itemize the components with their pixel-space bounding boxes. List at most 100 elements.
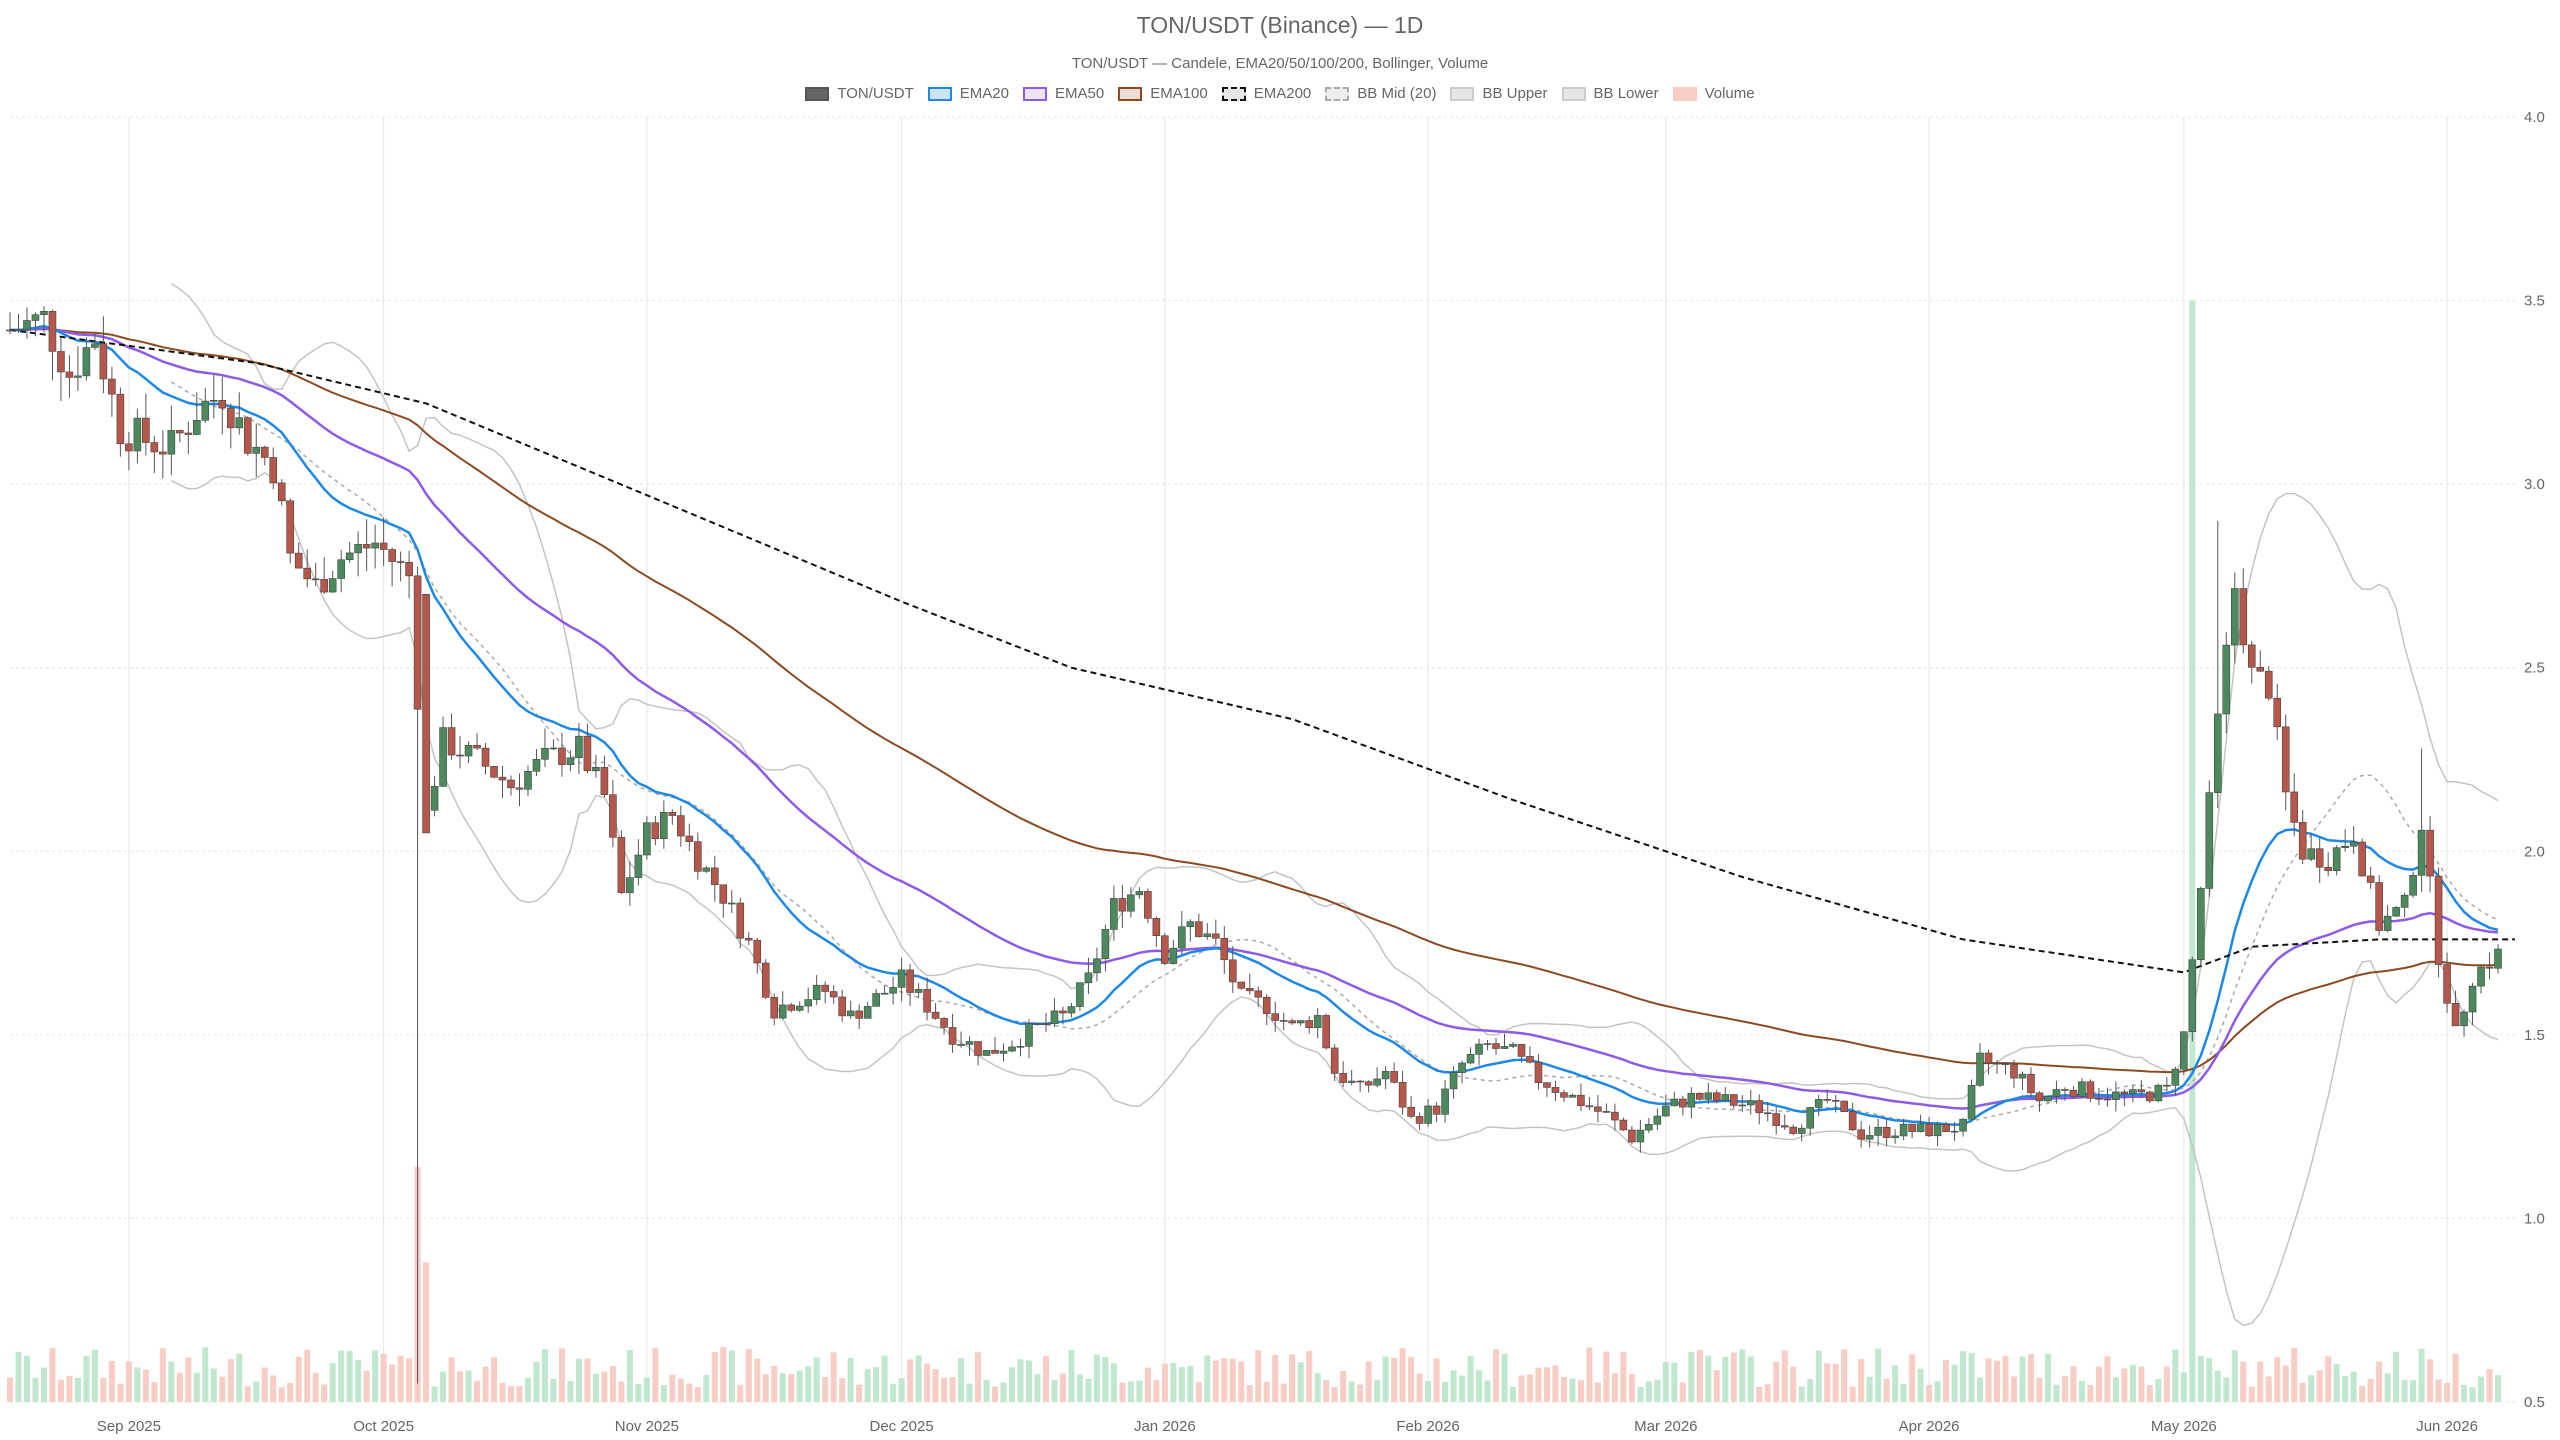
legend-item[interactable]: TON/USDT — [805, 85, 914, 102]
volume-bar — [1391, 1357, 1398, 1402]
candle-body — [320, 579, 328, 593]
candle-body — [957, 1044, 965, 1046]
volume-bar — [176, 1372, 183, 1402]
candle-body — [1865, 1135, 1874, 1140]
volume-bar — [2180, 1372, 2187, 1402]
x-tick-label: Jun 2026 — [2416, 1418, 2478, 1435]
candle-body — [1101, 929, 1110, 960]
candle-body — [1874, 1126, 1882, 1136]
volume-bar — [168, 1361, 175, 1402]
candle-body — [235, 417, 244, 429]
candle-body — [1483, 1043, 1492, 1045]
candle-body — [2281, 726, 2290, 793]
volume-bar — [924, 1363, 931, 1402]
candle-body — [328, 578, 337, 593]
candle-body — [405, 561, 413, 577]
candle-body — [1135, 891, 1144, 896]
y-tick-label: 2.0 — [2524, 843, 2545, 860]
legend-item[interactable]: EMA50 — [1022, 85, 1105, 102]
candle-body — [1662, 1105, 1670, 1117]
volume-bar — [423, 1262, 430, 1402]
x-tick-label: Apr 2026 — [1899, 1418, 1960, 1435]
volume-bar — [2146, 1385, 2153, 1402]
volume-bar — [329, 1363, 336, 1402]
candle-body — [532, 758, 541, 772]
candle-body — [40, 311, 48, 316]
volume-bar — [74, 1377, 81, 1402]
volume-bar — [2359, 1385, 2366, 1402]
legend-label: EMA100 — [1150, 85, 1208, 102]
candle-body — [1186, 921, 1195, 928]
volume-bar — [142, 1369, 149, 1402]
volume-bar — [1289, 1354, 1296, 1402]
volume-bar — [244, 1386, 251, 1402]
candle-body — [2018, 1073, 2027, 1079]
legend-swatch — [1118, 86, 1143, 101]
volume-bar — [1255, 1350, 1262, 1402]
legend-swatch — [1221, 86, 1246, 101]
candle-body — [948, 1027, 957, 1045]
legend-item[interactable]: BB Lower — [1561, 85, 1659, 102]
legend-item[interactable]: EMA200 — [1221, 85, 1312, 102]
volume-bar — [1917, 1368, 1924, 1402]
candle-body — [1517, 1044, 1526, 1057]
candle-body — [2010, 1064, 2018, 1079]
candle-body — [744, 937, 753, 941]
legend-label: EMA50 — [1054, 85, 1105, 102]
legend-item[interactable]: EMA20 — [927, 85, 1009, 102]
legend-swatch — [805, 86, 830, 101]
volume-bar — [1926, 1384, 1933, 1402]
volume-bar — [1628, 1373, 1635, 1402]
volume-bar — [253, 1381, 260, 1402]
candle-body — [1950, 1130, 1959, 1133]
candle-body — [1899, 1123, 1908, 1137]
candle-body — [1313, 1015, 1322, 1028]
candle-body — [48, 311, 57, 352]
candle-body — [1848, 1111, 1857, 1131]
legend-item[interactable]: BB Upper — [1450, 85, 1548, 102]
legend: TON/USDT EMA20 EMA50 EMA100 EMA200 BB Mid (20… — [0, 85, 2560, 102]
volume-bar — [1408, 1356, 1415, 1402]
legend-item[interactable]: BB Mid (20) — [1325, 85, 1436, 102]
candle-body — [863, 1006, 872, 1019]
volume-bar — [1764, 1384, 1771, 1402]
volume-bar — [2342, 1376, 2349, 1402]
candle-body — [422, 593, 430, 834]
volume-bar — [1594, 1382, 1601, 1402]
candle-body — [1339, 1073, 1347, 1083]
volume-bar — [1739, 1349, 1746, 1402]
candle-body — [1645, 1124, 1653, 1131]
axis-layer: 4.0 3.5 3.0 2.5 2.0 1.5 1.0 0.5 Sep 2025 Oct 2025… — [97, 109, 2545, 1435]
volume-bar — [1009, 1367, 1015, 1402]
candle-body — [1356, 1080, 1364, 1083]
volume-bar — [635, 1383, 642, 1402]
volume-bar — [1654, 1379, 1661, 1402]
volume-bar — [720, 1347, 727, 1402]
candle-body — [286, 500, 295, 554]
legend-label: EMA200 — [1253, 85, 1312, 102]
volume-bar — [2393, 1351, 2400, 1402]
volume-bar — [1212, 1360, 1219, 1402]
volume-bar — [32, 1377, 39, 1402]
volume-bar — [295, 1356, 302, 1402]
ema-layer — [9, 324, 2515, 1127]
candle-body — [668, 811, 677, 816]
volume-bar — [1297, 1362, 1304, 1402]
legend-swatch — [1325, 86, 1350, 101]
volume-bar — [1221, 1358, 1228, 1402]
candle-body — [2400, 894, 2409, 908]
candle-body — [906, 969, 914, 993]
volume-bar — [2418, 1348, 2425, 1402]
candle-body — [193, 420, 201, 435]
legend-item[interactable]: Volume — [1672, 85, 1755, 102]
candle-body — [1025, 1023, 1033, 1047]
candle-body — [1993, 1062, 2001, 1065]
candle-body — [753, 939, 762, 964]
candle-body — [269, 457, 278, 484]
volume-bar — [1102, 1357, 1109, 1402]
volume-bar — [1110, 1363, 1117, 1402]
legend-label: BB Mid (20) — [1357, 85, 1437, 102]
legend-item[interactable]: EMA100 — [1118, 85, 1208, 102]
volume-bar — [1730, 1352, 1737, 1402]
candle-body — [609, 794, 617, 838]
